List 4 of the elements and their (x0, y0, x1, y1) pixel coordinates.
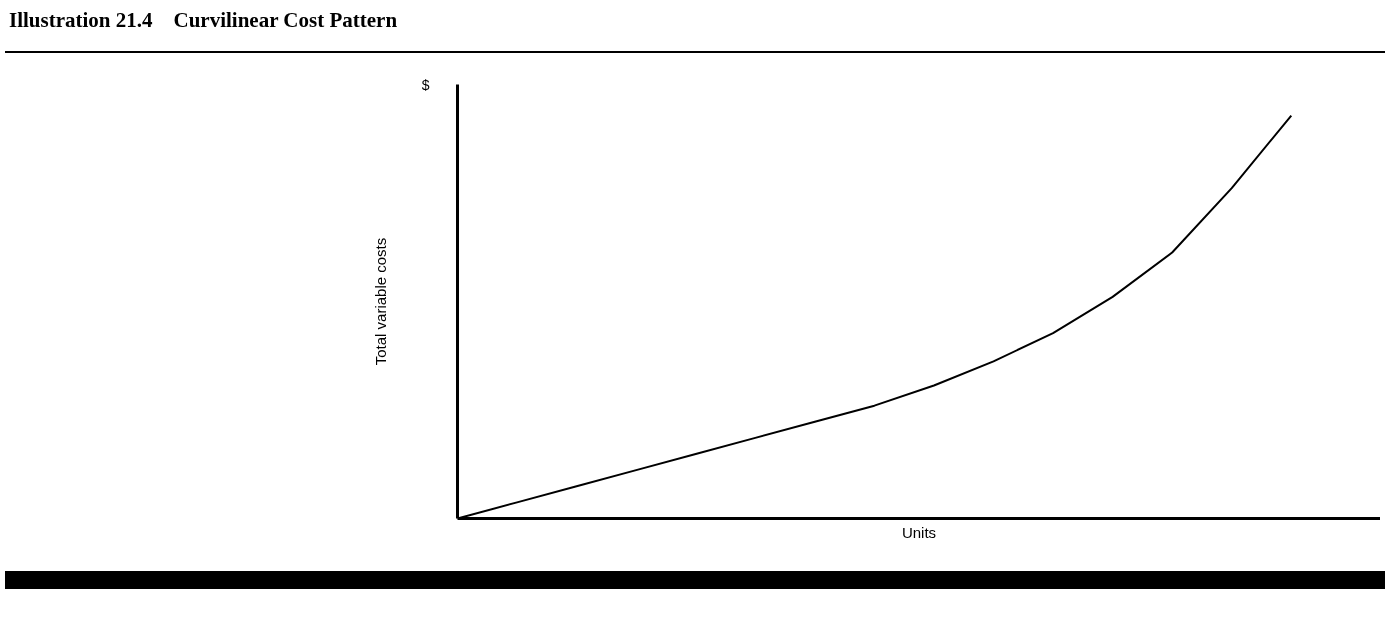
text: $ (421, 76, 430, 93)
x-axis-title: Units (901, 523, 937, 541)
text: Illustration 21.4 Curvilinear Cost Pattern (9, 7, 398, 34)
y-axis-title: Total variable costs (371, 237, 389, 366)
